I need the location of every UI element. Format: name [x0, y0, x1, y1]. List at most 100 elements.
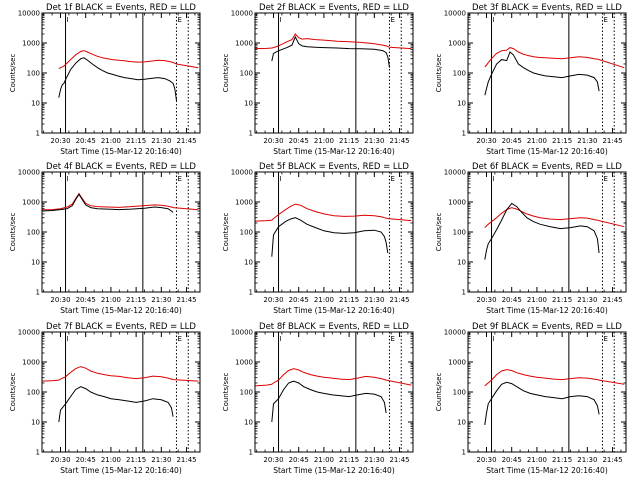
y-axis-label: Counts/sec — [222, 54, 230, 93]
x-tick-label: 21:45 — [176, 296, 196, 304]
x-tick-label: 20:30 — [263, 296, 283, 304]
x-tick-label: 21:30 — [151, 296, 171, 304]
x-tick-label: 21:30 — [364, 456, 384, 464]
y-tick-label: 1000 — [235, 199, 253, 207]
marker-label: I — [280, 335, 282, 343]
x-tick-label: 20:45 — [502, 296, 522, 304]
y-tick-label: 10 — [457, 419, 466, 427]
y-axis-ticks: 1 10 100 1000 10000 — [18, 10, 200, 138]
y-axis-ticks: 1 10 100 1000 10000 — [444, 10, 626, 138]
y-tick-label: 1 — [249, 130, 253, 138]
y-axis-label: Counts/sec — [435, 54, 443, 93]
detector-panel: Det 8f BLACK = Events, RED = LLD Counts/s… — [222, 322, 414, 475]
y-axis-label: Counts/sec — [222, 373, 230, 412]
y-tick-label: 10000 — [444, 10, 466, 18]
events-series-line — [58, 386, 174, 423]
marker-label: I — [67, 16, 69, 24]
y-tick-label: 1 — [462, 289, 466, 297]
x-tick-label: 20:45 — [502, 456, 522, 464]
y-axis-label: Counts/sec — [9, 373, 17, 412]
x-tick-label: 20:30 — [476, 137, 496, 145]
y-axis-label: Counts/sec — [9, 54, 17, 93]
data-series — [41, 366, 199, 423]
x-tick-label: 21:15 — [339, 456, 359, 464]
y-tick-label: 10000 — [18, 329, 40, 337]
y-tick-label: 1000 — [22, 40, 40, 48]
panels-grid: Det 1f BLACK = Events, RED = LLD Counts/s… — [9, 3, 627, 475]
y-axis-ticks: 1 10 100 1000 10000 — [231, 329, 413, 457]
x-tick-label: 21:45 — [389, 137, 409, 145]
x-axis-ticks: 20:30 20:45 21:00 21:15 21:30 21:45 — [43, 332, 197, 464]
x-tick-label: 21:00 — [314, 456, 334, 464]
x-tick-label: 21:45 — [176, 456, 196, 464]
panel-title: Det 4f BLACK = Events, RED = LLD — [46, 162, 196, 172]
y-tick-label: 1000 — [22, 359, 40, 367]
y-tick-label: 100 — [453, 70, 466, 78]
x-tick-label: 21:30 — [151, 137, 171, 145]
x-axis-label: Start Time (15-Mar-12 20:16:40) — [273, 466, 395, 475]
data-series — [41, 192, 199, 213]
y-tick-label: 10000 — [444, 169, 466, 177]
panel-title: Det 1f BLACK = Events, RED = LLD — [46, 3, 196, 13]
y-tick-label: 1 — [249, 449, 253, 457]
data-series — [254, 368, 412, 423]
detector-panel: Det 4f BLACK = Events, RED = LLD Counts/s… — [9, 162, 201, 315]
panel-title: Det 9f BLACK = Events, RED = LLD — [472, 322, 622, 332]
x-tick-label: 21:15 — [552, 456, 572, 464]
x-tick-label: 21:15 — [552, 137, 572, 145]
x-axis-ticks: 20:30 20:45 21:00 21:15 21:30 21:45 — [469, 332, 623, 464]
detector-panel: Det 2f BLACK = Events, RED = LLD Counts/s… — [222, 3, 414, 156]
x-tick-label: 21:00 — [101, 456, 121, 464]
detector-panel: Det 3f BLACK = Events, RED = LLD Counts/s… — [435, 3, 627, 156]
x-axis-ticks: 20:30 20:45 21:00 21:15 21:30 21:45 — [43, 13, 197, 145]
y-tick-label: 10 — [31, 419, 40, 427]
panel-title: Det 7f BLACK = Events, RED = LLD — [46, 322, 196, 332]
lld-series-line — [484, 207, 625, 228]
detector-panel: Det 5f BLACK = Events, RED = LLD Counts/s… — [222, 162, 414, 315]
x-tick-label: 20:45 — [289, 456, 309, 464]
x-tick-label: 21:30 — [364, 137, 384, 145]
events-series-line — [271, 217, 389, 257]
lld-series-line — [254, 368, 412, 387]
x-tick-label: 21:15 — [339, 296, 359, 304]
y-tick-label: 10000 — [231, 169, 253, 177]
x-tick-label: 21:15 — [126, 137, 146, 145]
x-tick-label: 21:15 — [126, 296, 146, 304]
panel-title: Det 6f BLACK = Events, RED = LLD — [472, 162, 622, 172]
x-tick-label: 20:45 — [289, 296, 309, 304]
x-tick-label: 20:30 — [476, 456, 496, 464]
x-tick-label: 20:30 — [476, 296, 496, 304]
marker-label: I — [493, 16, 495, 24]
y-tick-label: 10 — [457, 100, 466, 108]
data-series — [254, 203, 412, 257]
x-tick-label: 20:45 — [502, 137, 522, 145]
panel-title: Det 2f BLACK = Events, RED = LLD — [259, 3, 409, 13]
y-axis-ticks: 1 10 100 1000 10000 — [18, 329, 200, 457]
y-tick-label: 1000 — [235, 40, 253, 48]
detector-panel: Det 9f BLACK = Events, RED = LLD Counts/s… — [435, 322, 627, 475]
y-tick-label: 1000 — [22, 199, 40, 207]
y-tick-label: 1 — [249, 289, 253, 297]
y-tick-label: 100 — [27, 229, 40, 237]
y-axis-label: Counts/sec — [222, 213, 230, 252]
y-tick-label: 10000 — [231, 10, 253, 18]
lld-series-line — [484, 47, 625, 69]
marker-label: E — [177, 175, 181, 183]
marker-label: E — [603, 335, 607, 343]
data-series — [484, 202, 625, 260]
y-tick-label: 1000 — [448, 359, 466, 367]
y-tick-label: 100 — [27, 70, 40, 78]
x-axis-ticks: 20:30 20:45 21:00 21:15 21:30 21:45 — [43, 172, 197, 304]
x-tick-label: 20:45 — [289, 137, 309, 145]
y-tick-label: 10 — [31, 100, 40, 108]
x-axis-label: Start Time (15-Mar-12 20:16:40) — [273, 147, 395, 156]
x-tick-label: 21:00 — [527, 456, 547, 464]
y-tick-label: 10 — [244, 100, 253, 108]
x-tick-label: 21:00 — [314, 137, 334, 145]
lld-series-line — [41, 366, 199, 382]
